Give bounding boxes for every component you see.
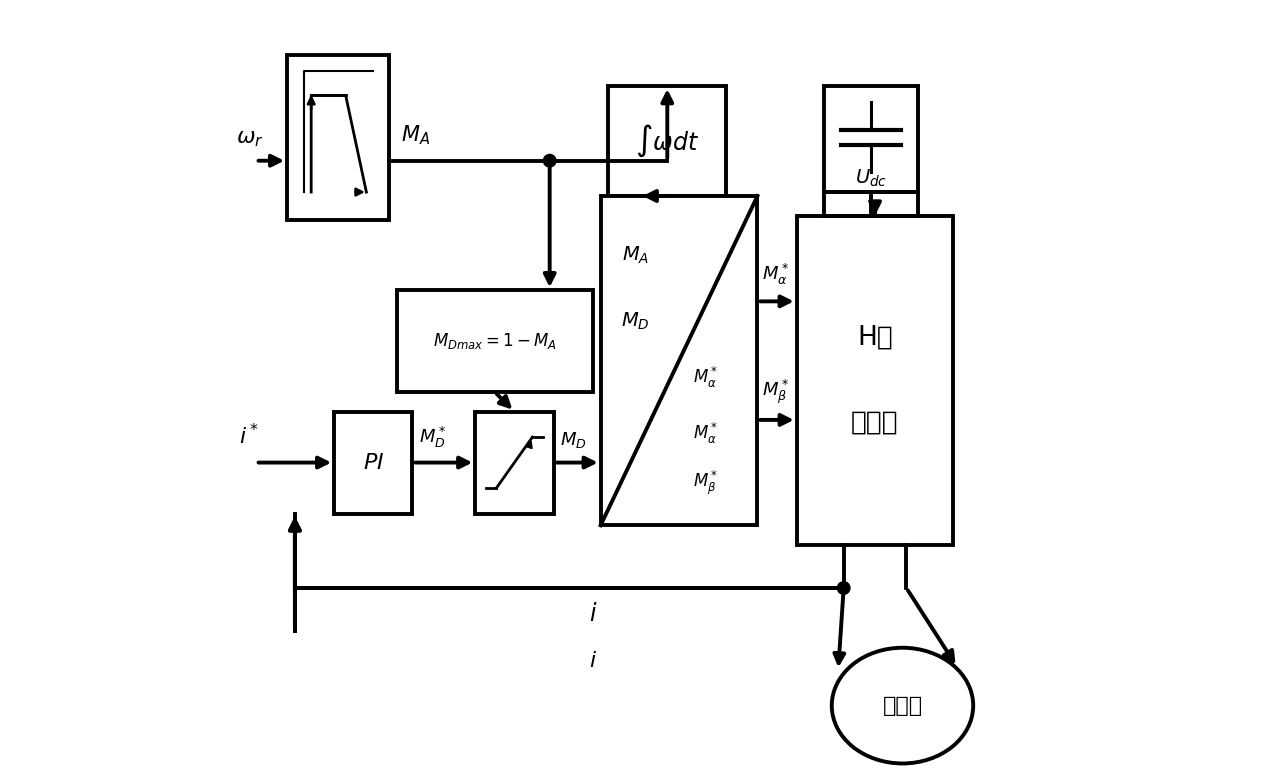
Text: 励磁机: 励磁机: [882, 695, 923, 716]
FancyBboxPatch shape: [796, 216, 953, 545]
Text: $M_A$: $M_A$: [401, 123, 430, 147]
FancyBboxPatch shape: [824, 86, 918, 192]
Text: $PI$: $PI$: [363, 452, 384, 473]
Text: $i$: $i$: [589, 651, 597, 671]
Text: $M_D$: $M_D$: [560, 430, 586, 450]
Text: $\int\omega dt$: $\int\omega dt$: [636, 123, 699, 159]
Text: $i$: $i$: [589, 602, 597, 626]
FancyBboxPatch shape: [475, 412, 554, 514]
Circle shape: [544, 154, 556, 167]
Text: $M^*_\beta$: $M^*_\beta$: [762, 377, 789, 406]
Text: $i^*$: $i^*$: [239, 423, 259, 448]
Ellipse shape: [832, 648, 973, 764]
FancyBboxPatch shape: [397, 290, 593, 392]
FancyBboxPatch shape: [287, 55, 389, 220]
Text: $M^*_\alpha$: $M^*_\alpha$: [762, 262, 789, 287]
Text: $M_A$: $M_A$: [622, 245, 648, 266]
Text: $M_D$: $M_D$: [621, 310, 650, 332]
Text: $M^*_\beta$: $M^*_\beta$: [693, 468, 718, 496]
FancyBboxPatch shape: [600, 196, 757, 525]
Text: $M_{Dmax}=1-M_A$: $M_{Dmax}=1-M_A$: [432, 331, 557, 351]
Circle shape: [838, 582, 849, 594]
Text: $M^*_\alpha$: $M^*_\alpha$: [693, 420, 718, 445]
FancyBboxPatch shape: [334, 412, 412, 514]
Text: $U_{dc}$: $U_{dc}$: [854, 167, 887, 189]
Text: $\omega_r$: $\omega_r$: [235, 129, 263, 149]
Text: $M^*_D$: $M^*_D$: [418, 425, 446, 450]
Text: $M^*_\alpha$: $M^*_\alpha$: [693, 365, 718, 390]
Text: H桥: H桥: [857, 325, 892, 350]
Text: 逆变器: 逆变器: [851, 410, 899, 436]
FancyBboxPatch shape: [608, 86, 726, 196]
